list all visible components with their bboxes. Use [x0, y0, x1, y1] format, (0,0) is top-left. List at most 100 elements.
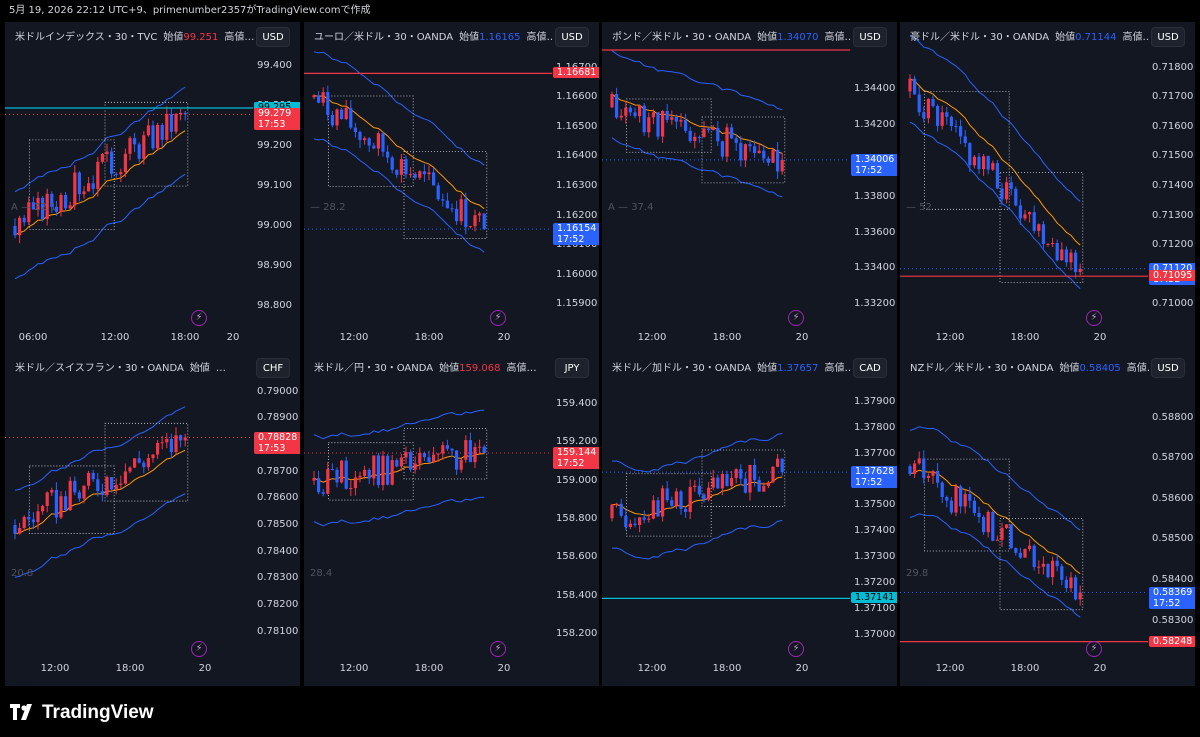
- chart-panel[interactable]: 米ドル／円・30・OANDA 始値159.068 高値… JPY 159.400 159.…: [304, 353, 599, 686]
- lightning-alert-icon[interactable]: ⚡: [788, 310, 804, 326]
- bar-countdown: 17:52: [557, 234, 585, 246]
- chart-panel[interactable]: 米ドル／スイスフラン・30・OANDA 始値 … CHF 0.79000 0.78900 0…: [5, 353, 300, 686]
- chart-panel[interactable]: NZドル／米ドル・30・OANDA 始値0.58405 高値…USD 0.58800 0…: [900, 353, 1195, 686]
- chart-title[interactable]: 米ドルインデックス・30・TVC 始値99.251 高値…: [15, 28, 254, 43]
- currency-selector[interactable]: USD: [1151, 358, 1185, 378]
- symbol-name: 米ドル／スイスフラン・30・OANDA: [15, 363, 184, 374]
- candle-body: [22, 217, 26, 223]
- moving-average-line: [313, 453, 485, 483]
- candle-body: [358, 132, 362, 141]
- currency-selector[interactable]: CAD: [853, 358, 887, 378]
- price-label-value: 0.58369: [1153, 586, 1193, 598]
- candle-body: [73, 480, 77, 493]
- chart-title[interactable]: NZドル／米ドル・30・OANDA 始値0.58405 高値…: [910, 359, 1150, 374]
- lightning-alert-icon[interactable]: ⚡: [1086, 641, 1102, 657]
- price-axis-tick: 98.900: [257, 260, 292, 271]
- indicator-value-label: A — 37.4: [608, 202, 654, 213]
- candle-body: [110, 477, 114, 490]
- candle-body: [651, 112, 655, 118]
- indicator-value-label: 28.4: [310, 568, 333, 579]
- session-range-box: [999, 171, 1084, 283]
- chart-title[interactable]: ポンド／米ドル・30・OANDA 始値1.34070 高値…: [612, 28, 852, 43]
- candlestick-chart[interactable]: [5, 22, 300, 355]
- candle-body: [670, 500, 674, 506]
- candle-body: [1018, 205, 1022, 219]
- chart-panel[interactable]: ポンド／米ドル・30・OANDA 始値1.34070 高値… USD 1.34400 1.…: [602, 22, 897, 355]
- candle-body: [651, 500, 655, 519]
- candle-body: [707, 128, 711, 131]
- chart-panel[interactable]: ユーロ／米ドル・30・OANDA始値1.16165高値…USD1.167001.…: [304, 22, 599, 355]
- time-axis-tick: 18:00: [712, 663, 742, 674]
- chart-title[interactable]: 米ドル／加ドル・30・OANDA 始値1.37657 高値…: [612, 359, 852, 374]
- candle-body: [137, 458, 141, 463]
- candlestick-chart[interactable]: [304, 353, 599, 686]
- candle-body: [748, 464, 752, 493]
- currency-selector[interactable]: USD: [555, 27, 589, 47]
- candlestick-chart[interactable]: [5, 353, 300, 686]
- candlestick-chart[interactable]: [304, 22, 599, 355]
- candle-body: [766, 482, 770, 486]
- price-axis-tick: 0.78600: [257, 492, 299, 504]
- moving-average-line: [909, 78, 1081, 246]
- chart-title[interactable]: 豪ドル／米ドル・30・OANDA 始値0.71144 高値…: [910, 28, 1150, 43]
- candle-body: [757, 150, 761, 154]
- chart-title[interactable]: 米ドル／円・30・OANDA 始値159.068 高値…: [314, 359, 536, 374]
- price-axis-label: 159.144 17:52: [553, 447, 599, 470]
- candle-body: [142, 135, 146, 159]
- price-axis-tick: 0.58800: [1152, 411, 1194, 423]
- tradingview-logo[interactable]: TradingView: [10, 702, 154, 724]
- session-range-box: [104, 101, 189, 187]
- lightning-alert-icon[interactable]: ⚡: [490, 641, 506, 657]
- price-label-value: 0.71120: [1153, 262, 1193, 274]
- candle-body: [151, 454, 155, 459]
- bollinger-upper-band: [14, 86, 186, 193]
- currency-selector[interactable]: CHF: [256, 358, 290, 378]
- time-axis-tick: 20: [795, 332, 809, 343]
- currency-selector[interactable]: JPY: [555, 358, 589, 378]
- bollinger-lower-band: [611, 520, 783, 560]
- price-axis-tick: 1.33600: [854, 226, 896, 238]
- candle-body: [1060, 566, 1064, 580]
- chart-panel[interactable]: 米ドル／加ドル・30・OANDA 始値1.37657 高値… CAD 1.37900 1.…: [602, 353, 897, 686]
- candle-body: [100, 491, 104, 495]
- candle-body: [169, 438, 173, 453]
- indicator-value-label: 20.8: [11, 568, 34, 579]
- price-axis-tick: 1.33800: [854, 190, 896, 202]
- price-axis-tick: 158.200: [556, 627, 598, 639]
- chart-panel[interactable]: 米ドルインデックス・30・TVC始値99.251高値…USD99.40099.3…: [5, 22, 300, 355]
- currency-selector[interactable]: USD: [853, 27, 887, 47]
- lightning-alert-icon[interactable]: ⚡: [191, 641, 207, 657]
- candlestick-chart[interactable]: [602, 22, 897, 355]
- candle-body: [436, 185, 440, 200]
- currency-selector[interactable]: USD: [1151, 27, 1185, 47]
- candle-body: [473, 215, 477, 227]
- candlestick-chart[interactable]: [900, 22, 1195, 355]
- price-label-value: 1.37141: [855, 592, 895, 604]
- candle-body: [647, 518, 651, 520]
- lightning-alert-icon[interactable]: ⚡: [1086, 310, 1102, 326]
- candlestick-chart[interactable]: [602, 353, 897, 686]
- price-axis-tick: 158.400: [556, 589, 598, 601]
- lightning-alert-icon[interactable]: ⚡: [191, 310, 207, 326]
- candle-body: [482, 446, 486, 454]
- chart-title[interactable]: 米ドル／スイスフラン・30・OANDA 始値…: [15, 359, 226, 374]
- candlestick-chart[interactable]: [900, 353, 1195, 686]
- candle-body: [441, 445, 445, 454]
- chart-panel[interactable]: 豪ドル／米ドル・30・OANDA 始値0.71144 高値… USD 0.71800 0.…: [900, 22, 1195, 355]
- candle-body: [1037, 566, 1041, 568]
- candle-body: [413, 463, 417, 470]
- price-axis-tick: 1.37900: [854, 395, 896, 407]
- time-axis-tick: 12:00: [339, 663, 369, 674]
- candle-body: [344, 107, 348, 120]
- lightning-alert-icon[interactable]: ⚡: [490, 310, 506, 326]
- price-axis-tick: 0.71600: [1152, 120, 1194, 132]
- candle-body: [963, 136, 967, 144]
- price-axis-tick: 158.600: [556, 551, 598, 563]
- candle-body: [716, 477, 720, 489]
- time-axis-tick: 12:00: [100, 332, 130, 343]
- lightning-alert-icon[interactable]: ⚡: [788, 641, 804, 657]
- chart-title[interactable]: ユーロ／米ドル・30・OANDA 始値1.16165 高値…: [314, 28, 554, 43]
- candle-body: [77, 492, 81, 499]
- currency-selector[interactable]: USD: [256, 27, 290, 47]
- session-range-box: [403, 428, 488, 480]
